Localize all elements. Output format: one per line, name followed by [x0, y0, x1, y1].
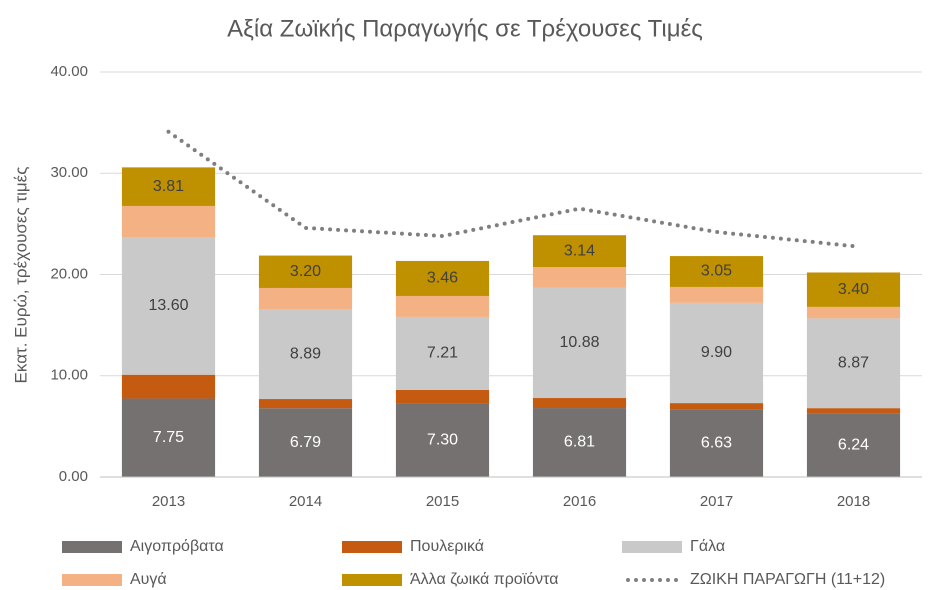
bar-segment	[395, 389, 490, 404]
bar-segment	[395, 295, 490, 317]
data-label: 6.63	[701, 435, 732, 452]
total-line	[166, 129, 856, 249]
legend-label: ΖΩΙΚΗ ΠΑΡΑΓΩΓΗ (11+12)	[690, 571, 885, 588]
y-tick-label: 0.00	[59, 468, 88, 485]
y-tick-label: 40.00	[50, 63, 88, 80]
bar-segment	[532, 287, 627, 399]
bar-segment	[532, 235, 627, 268]
bar-segment	[532, 398, 627, 409]
x-tick-label: 2015	[426, 493, 459, 510]
x-tick-label: 2014	[289, 493, 322, 510]
bar-segment	[395, 316, 490, 390]
data-label: 9.90	[701, 344, 732, 361]
bar-segment	[669, 409, 764, 477]
legend-label: Γάλα	[690, 538, 725, 555]
bar-segment	[121, 205, 216, 238]
data-label: 7.75	[153, 429, 184, 446]
data-label: 7.21	[427, 345, 458, 362]
x-tick-label: 2018	[837, 493, 870, 510]
y-axis-label: Εκατ. Ευρώ, τρέχουσες τιμές	[11, 167, 30, 384]
legend-label: Αυγά	[130, 571, 167, 588]
legend-label: Άλλα ζωικά προϊόντα	[410, 571, 559, 588]
data-label: 6.79	[290, 434, 321, 451]
y-tick-label: 30.00	[50, 164, 88, 181]
data-label: 6.81	[564, 434, 595, 451]
data-label: 3.05	[701, 263, 732, 280]
bar-segment	[258, 309, 353, 400]
legend-swatch	[62, 541, 122, 553]
bar-segment	[258, 287, 353, 310]
legend-swatch	[622, 541, 682, 553]
bar-segment	[532, 267, 627, 288]
bar-segment	[258, 255, 353, 288]
data-label: 8.89	[290, 345, 321, 362]
legend-swatch	[342, 574, 402, 586]
bar-segment	[121, 237, 216, 375]
x-tick-label: 2017	[700, 493, 733, 510]
bar-segment	[669, 403, 764, 410]
data-label: 13.60	[148, 297, 188, 314]
bar-segment	[806, 408, 901, 414]
bar-segment	[806, 306, 901, 319]
bar-segment	[669, 302, 764, 404]
legend-swatch	[62, 574, 122, 586]
bar-segment	[806, 272, 901, 307]
legend-label: Αιγοπρόβατα	[130, 538, 224, 555]
chart-title: Αξία Ζωϊκής Παραγωγής σε Τρέχουσες Τιμές	[227, 15, 703, 42]
y-tick-label: 10.00	[50, 367, 88, 384]
bar-segment	[532, 408, 627, 477]
data-label: 10.88	[559, 334, 599, 351]
x-tick-label: 2016	[563, 493, 596, 510]
bar-segment	[806, 413, 901, 477]
data-label: 8.87	[838, 354, 869, 371]
data-label: 7.30	[427, 431, 458, 448]
bar-segment	[395, 403, 490, 477]
y-tick-label: 20.00	[50, 265, 88, 282]
bar-segment	[121, 374, 216, 399]
bar-segment	[806, 318, 901, 409]
bar-segment	[669, 286, 764, 303]
bar-segment	[395, 260, 490, 296]
x-tick-label: 2013	[152, 493, 185, 510]
bar-segment	[121, 167, 216, 206]
legend-label: Πουλερικά	[410, 538, 484, 555]
data-label: 3.46	[427, 270, 458, 287]
data-label: 6.24	[838, 437, 869, 454]
data-label: 3.81	[153, 178, 184, 195]
data-label: 3.14	[564, 242, 595, 259]
data-label: 3.20	[290, 263, 321, 280]
data-label: 3.40	[838, 281, 869, 298]
bar-segment	[121, 398, 216, 477]
bar-segment	[669, 256, 764, 287]
bar-segment	[258, 408, 353, 477]
bar-segment	[258, 399, 353, 409]
legend-swatch	[342, 541, 402, 553]
